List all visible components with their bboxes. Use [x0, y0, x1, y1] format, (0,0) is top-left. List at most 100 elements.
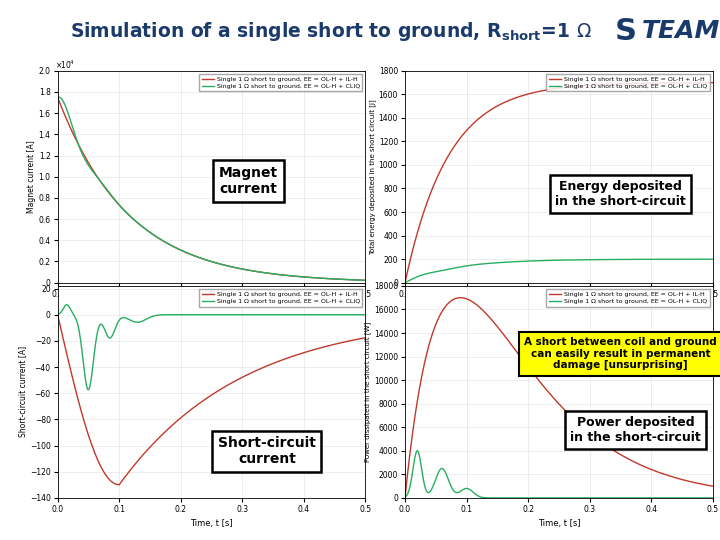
Single 1 Ω short to ground, EE = OL-H + IL-H	[542, 387, 551, 393]
Single 1 Ω short to ground, EE = OL-H + CLIQ	[352, 276, 361, 283]
Single 1 Ω short to ground, EE = OL-H + IL-H	[114, 482, 123, 488]
Single 1 Ω short to ground, EE = OL-H + IL-H	[551, 396, 559, 403]
Single 1 Ω short to ground, EE = OL-H + CLIQ	[417, 461, 426, 467]
Single 1 Ω short to ground, EE = OL-H + CLIQ	[400, 494, 409, 500]
Single 1 Ω short to ground, EE = OL-H + IL-H	[352, 276, 361, 283]
Text: Energy deposited
in the short-circuit: Energy deposited in the short-circuit	[555, 180, 686, 208]
Line: Single 1 Ω short to ground, EE = OL-H + IL-H: Single 1 Ω short to ground, EE = OL-H + …	[58, 315, 365, 485]
Single 1 Ω short to ground, EE = OL-H + CLIQ	[54, 94, 63, 100]
Text: CERN: CERN	[18, 26, 43, 35]
Single 1 Ω short to ground, EE = OL-H + IL-H	[53, 312, 62, 318]
Single 1 Ω short to ground, EE = OL-H + IL-H	[643, 80, 652, 86]
Single 1 Ω short to ground, EE = OL-H + IL-H	[416, 379, 425, 385]
Legend: Single 1 Ω short to ground, EE = OL-H + IL-H, Single 1 Ω short to ground, EE = O: Single 1 Ω short to ground, EE = OL-H + …	[546, 74, 710, 91]
Single 1 Ω short to ground, EE = OL-H + CLIQ	[353, 312, 361, 318]
Single 1 Ω short to ground, EE = OL-H + CLIQ	[700, 495, 708, 501]
Single 1 Ω short to ground, EE = OL-H + CLIQ	[69, 311, 78, 318]
Single 1 Ω short to ground, EE = OL-H + IL-H	[361, 277, 370, 284]
Single 1 Ω short to ground, EE = OL-H + IL-H	[69, 131, 78, 137]
Single 1 Ω short to ground, EE = OL-H + CLIQ	[53, 94, 62, 100]
Single 1 Ω short to ground, EE = OL-H + CLIQ	[195, 312, 204, 318]
Single 1 Ω short to ground, EE = OL-H + IL-H	[700, 79, 708, 86]
Text: 31: 31	[701, 519, 713, 529]
Single 1 Ω short to ground, EE = OL-H + IL-H	[643, 465, 652, 471]
X-axis label: Time, t [s]: Time, t [s]	[538, 304, 580, 313]
Legend: Single 1 Ω short to ground, EE = OL-H + IL-H, Single 1 Ω short to ground, EE = O: Single 1 Ω short to ground, EE = OL-H + …	[546, 289, 710, 307]
Text: Simulations of a short-circuit in HL-LHC inner triplet quadrupole – E. Ravaioli: Simulations of a short-circuit in HL-LHC…	[174, 519, 546, 529]
Single 1 Ω short to ground, EE = OL-H + CLIQ	[708, 256, 717, 262]
Single 1 Ω short to ground, EE = OL-H + CLIQ	[416, 272, 425, 279]
Single 1 Ω short to ground, EE = OL-H + IL-H	[203, 257, 212, 264]
Single 1 Ω short to ground, EE = OL-H + CLIQ	[361, 277, 370, 284]
Single 1 Ω short to ground, EE = OL-H + CLIQ	[296, 273, 305, 280]
Single 1 Ω short to ground, EE = OL-H + CLIQ	[542, 495, 551, 501]
Single 1 Ω short to ground, EE = OL-H + CLIQ	[542, 257, 551, 264]
Line: Single 1 Ω short to ground, EE = OL-H + CLIQ: Single 1 Ω short to ground, EE = OL-H + …	[58, 305, 365, 390]
Text: 28 May 2018: 28 May 2018	[7, 519, 71, 529]
Y-axis label: Total energy deposited in the short circuit [J]: Total energy deposited in the short circ…	[369, 99, 376, 254]
Single 1 Ω short to ground, EE = OL-H + IL-H	[53, 94, 62, 100]
Single 1 Ω short to ground, EE = OL-H + IL-H	[456, 294, 464, 301]
Single 1 Ω short to ground, EE = OL-H + CLIQ	[84, 387, 93, 393]
Single 1 Ω short to ground, EE = OL-H + CLIQ	[643, 256, 652, 262]
Single 1 Ω short to ground, EE = OL-H + CLIQ	[195, 254, 204, 261]
Legend: Single 1 Ω short to ground, EE = OL-H + IL-H, Single 1 Ω short to ground, EE = O: Single 1 Ω short to ground, EE = OL-H + …	[199, 289, 362, 307]
X-axis label: Time, t [s]: Time, t [s]	[190, 519, 233, 528]
Single 1 Ω short to ground, EE = OL-H + IL-H	[700, 481, 708, 488]
Single 1 Ω short to ground, EE = OL-H + CLIQ	[551, 495, 559, 501]
Single 1 Ω short to ground, EE = OL-H + IL-H	[352, 336, 361, 343]
Y-axis label: Power dissipated in the short circuit [W]: Power dissipated in the short circuit [W…	[364, 322, 371, 462]
Single 1 Ω short to ground, EE = OL-H + IL-H	[542, 87, 551, 93]
Text: Short-circuit
current: Short-circuit current	[218, 436, 316, 467]
Single 1 Ω short to ground, EE = OL-H + IL-H	[400, 280, 409, 286]
Single 1 Ω short to ground, EE = OL-H + CLIQ	[400, 280, 409, 286]
Single 1 Ω short to ground, EE = OL-H + IL-H	[203, 395, 212, 401]
Single 1 Ω short to ground, EE = OL-H + IL-H	[550, 85, 559, 92]
Single 1 Ω short to ground, EE = OL-H + IL-H	[352, 336, 361, 343]
Single 1 Ω short to ground, EE = OL-H + CLIQ	[352, 312, 361, 318]
Single 1 Ω short to ground, EE = OL-H + IL-H	[352, 276, 361, 283]
Line: Single 1 Ω short to ground, EE = OL-H + CLIQ: Single 1 Ω short to ground, EE = OL-H + …	[405, 259, 713, 283]
Single 1 Ω short to ground, EE = OL-H + CLIQ	[700, 495, 708, 501]
Single 1 Ω short to ground, EE = OL-H + CLIQ	[69, 127, 78, 133]
Line: Single 1 Ω short to ground, EE = OL-H + CLIQ: Single 1 Ω short to ground, EE = OL-H + …	[405, 451, 713, 498]
Single 1 Ω short to ground, EE = OL-H + CLIQ	[700, 256, 708, 262]
Single 1 Ω short to ground, EE = OL-H + CLIQ	[413, 448, 422, 454]
Single 1 Ω short to ground, EE = OL-H + IL-H	[195, 254, 204, 261]
Single 1 Ω short to ground, EE = OL-H + CLIQ	[53, 311, 62, 318]
Line: Single 1 Ω short to ground, EE = OL-H + IL-H: Single 1 Ω short to ground, EE = OL-H + …	[405, 298, 713, 498]
Y-axis label: Magnet current [A]: Magnet current [A]	[27, 140, 36, 213]
Single 1 Ω short to ground, EE = OL-H + IL-H	[361, 334, 370, 341]
Single 1 Ω short to ground, EE = OL-H + IL-H	[416, 218, 425, 225]
Text: Power deposited
in the short-circuit: Power deposited in the short-circuit	[570, 416, 701, 444]
Text: S: S	[615, 17, 637, 45]
Line: Single 1 Ω short to ground, EE = OL-H + IL-H: Single 1 Ω short to ground, EE = OL-H + …	[58, 97, 365, 280]
Y-axis label: Short-circuit current [A]: Short-circuit current [A]	[18, 346, 27, 437]
Legend: Single 1 Ω short to ground, EE = OL-H + IL-H, Single 1 Ω short to ground, EE = O: Single 1 Ω short to ground, EE = OL-H + …	[199, 74, 362, 91]
Single 1 Ω short to ground, EE = OL-H + CLIQ	[699, 256, 708, 262]
Single 1 Ω short to ground, EE = OL-H + IL-H	[400, 495, 409, 501]
Single 1 Ω short to ground, EE = OL-H + IL-H	[700, 481, 708, 488]
Single 1 Ω short to ground, EE = OL-H + IL-H	[296, 350, 305, 357]
Text: Magnet
current: Magnet current	[219, 166, 278, 196]
X-axis label: Time, t [s]: Time, t [s]	[190, 304, 233, 313]
Single 1 Ω short to ground, EE = OL-H + CLIQ	[296, 312, 305, 318]
Single 1 Ω short to ground, EE = OL-H + CLIQ	[361, 312, 370, 318]
Text: $\times\!10^4$: $\times\!10^4$	[55, 58, 75, 71]
Line: Single 1 Ω short to ground, EE = OL-H + CLIQ: Single 1 Ω short to ground, EE = OL-H + …	[58, 97, 365, 280]
Single 1 Ω short to ground, EE = OL-H + CLIQ	[203, 312, 212, 318]
Single 1 Ω short to ground, EE = OL-H + IL-H	[69, 378, 78, 384]
Single 1 Ω short to ground, EE = OL-H + CLIQ	[550, 257, 559, 264]
Single 1 Ω short to ground, EE = OL-H + CLIQ	[643, 495, 652, 501]
Line: Single 1 Ω short to ground, EE = OL-H + IL-H: Single 1 Ω short to ground, EE = OL-H + …	[405, 83, 713, 283]
Single 1 Ω short to ground, EE = OL-H + IL-H	[296, 273, 305, 280]
Text: A short between coil and ground
can easily result in permanent
damage [unsurpris: A short between coil and ground can easi…	[524, 337, 717, 370]
Single 1 Ω short to ground, EE = OL-H + CLIQ	[63, 301, 71, 308]
Single 1 Ω short to ground, EE = OL-H + IL-H	[699, 79, 708, 86]
Text: TEAM: TEAM	[642, 19, 720, 43]
Text: Simulation of a single short to ground, R$_\mathregular{short}$=1 $\Omega$: Simulation of a single short to ground, …	[70, 19, 592, 43]
Single 1 Ω short to ground, EE = OL-H + IL-H	[708, 79, 717, 86]
Single 1 Ω short to ground, EE = OL-H + CLIQ	[352, 276, 361, 283]
X-axis label: Time, t [s]: Time, t [s]	[538, 519, 580, 528]
Single 1 Ω short to ground, EE = OL-H + CLIQ	[203, 257, 212, 264]
